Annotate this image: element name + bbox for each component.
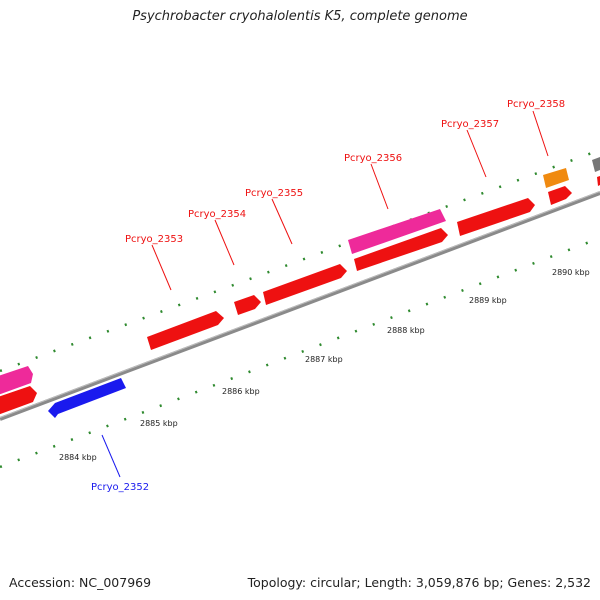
gene-pcryo-2353[interactable]: [147, 311, 224, 350]
gene-pcryo-2358-orange[interactable]: [543, 168, 569, 188]
gene-label-pcryo-2353[interactable]: Pcryo_2353: [125, 234, 183, 245]
scale-label-2884: 2884 kbp: [59, 453, 97, 462]
gene-pcryo-2354[interactable]: [234, 295, 261, 315]
scale-label-2890: 2890 kbp: [552, 268, 590, 277]
gene-rna-pink[interactable]: [348, 209, 446, 254]
gene-partial-right-grey[interactable]: [592, 157, 600, 172]
gene-label-pcryo-2354[interactable]: Pcryo_2354: [188, 209, 246, 220]
gene-label-pcryo-2352[interactable]: Pcryo_2352: [91, 482, 149, 493]
gene-pcryo-2356[interactable]: [354, 228, 448, 271]
gene-partial-right[interactable]: [597, 176, 600, 186]
reverse-tick-track: [0, 236, 600, 469]
scale-label-2885: 2885 kbp: [140, 419, 178, 428]
scale-label-2889: 2889 kbp: [469, 296, 507, 305]
gene-pcryo-2352[interactable]: [48, 378, 126, 418]
gene-label-pcryo-2357[interactable]: Pcryo_2357: [441, 119, 499, 130]
accession-label: Accession: NC_007969: [9, 575, 152, 590]
gene-label-pcryo-2358[interactable]: Pcryo_2358: [507, 99, 565, 110]
gene-pcryo-2358[interactable]: [548, 186, 572, 205]
gene-partial-left-rna[interactable]: [0, 366, 33, 396]
scale-label-2886: 2886 kbp: [222, 387, 260, 396]
gene-partial-left[interactable]: [0, 386, 37, 416]
gene-pcryo-2357[interactable]: [457, 198, 535, 236]
genome-backbone: [0, 191, 600, 421]
scale-label-2888: 2888 kbp: [387, 326, 425, 335]
map-title: Psychrobacter cryohalolentis K5, complet…: [132, 9, 468, 24]
gene-label-pcryo-2356[interactable]: Pcryo_2356: [344, 153, 402, 164]
gene-label-pcryo-2355[interactable]: Pcryo_2355: [245, 188, 303, 199]
genome-summary: Topology: circular; Length: 3,059,876 bp…: [247, 575, 591, 590]
scale-label-2887: 2887 kbp: [305, 355, 343, 364]
gene-pcryo-2355[interactable]: [263, 264, 347, 305]
forward-tick-track: [0, 148, 600, 373]
